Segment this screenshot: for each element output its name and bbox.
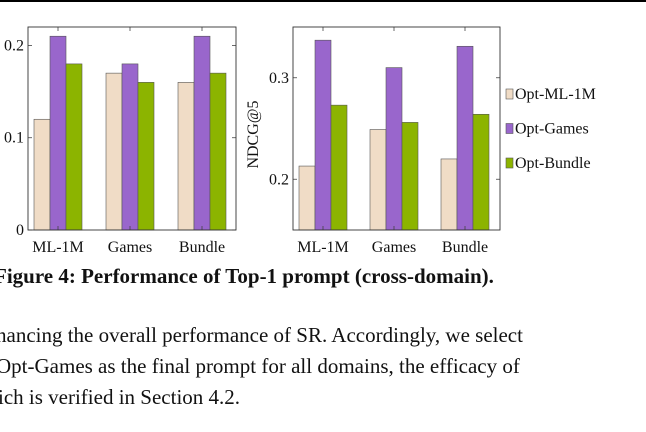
bar-games-opt-bundle: [137, 82, 155, 231]
x-tick-label: Bundle: [179, 239, 225, 256]
figure-caption: Figure 4: Performance of Top-1 prompt (c…: [0, 264, 494, 288]
axes-frame: [292, 26, 501, 231]
bar-ml-1m-opt-games: [49, 35, 67, 231]
bar-ml-1m-opt-ml-1m: [33, 118, 51, 231]
legend-swatch-opt-ml-1m: [505, 88, 514, 100]
x-tick-label: Bundle: [442, 239, 488, 256]
x-tick-label: Games: [108, 239, 152, 256]
top-rule: [0, 0, 646, 2]
bar-games-opt-games: [121, 63, 139, 231]
axes-frame: [27, 26, 237, 231]
bar-games-opt-ml-1m: [369, 129, 387, 231]
bar-ml-1m-opt-games: [314, 39, 332, 231]
figure-4: ML-1M Games Bundle 0 0.1 0.2 ML-1M Games Bundle…: [4, 26, 596, 256]
legend-swatch-opt-bundle: [505, 157, 514, 169]
chart-right: ML-1M Games Bundle 0.2 0.3 NDCG@5: [245, 26, 501, 256]
body-line-3: ich is verified in Section 4.2.: [0, 385, 241, 409]
legend-label: Opt-Bundle: [515, 155, 591, 172]
bar-games-opt-bundle: [401, 122, 419, 231]
bar-bundle-opt-bundle: [209, 72, 227, 231]
body-line-1: hancing the overall performance of SR. A…: [0, 323, 523, 347]
bar-bundle-opt-games: [456, 45, 474, 231]
legend-swatch-opt-games: [505, 123, 514, 134]
body-paragraph: hancing the overall performance of SR. A…: [0, 320, 646, 413]
bar-games-opt-games: [385, 67, 403, 231]
y-tick-label: 0.2: [4, 37, 24, 54]
legend-label: Opt-Games: [515, 121, 589, 138]
bar-games-opt-ml-1m: [105, 72, 123, 231]
bar-ml-1m-opt-ml-1m: [298, 165, 316, 231]
x-tick-label: ML-1M: [297, 239, 349, 256]
chart-left: ML-1M Games Bundle 0 0.1 0.2: [4, 26, 237, 256]
body-line-2: Opt-Games as the final prompt for all do…: [0, 354, 520, 378]
y-tick-label: 0.3: [269, 70, 289, 87]
bar-bundle-opt-games: [193, 35, 211, 231]
legend: Opt-ML-1M Opt-Games Opt-Bundle: [505, 86, 596, 172]
y-tick-label: 0: [16, 222, 24, 239]
y-tick-label: 0.2: [269, 171, 289, 188]
bar-bundle-opt-bundle: [472, 113, 490, 231]
y-axis-label: NDCG@5: [245, 100, 262, 168]
x-tick-label: ML-1M: [32, 239, 84, 256]
bar-bundle-opt-ml-1m: [440, 158, 458, 231]
y-tick-label: 0.1: [4, 130, 24, 147]
x-tick-label: Games: [372, 239, 416, 256]
legend-label: Opt-ML-1M: [515, 86, 596, 103]
bar-ml-1m-opt-bundle: [65, 63, 83, 231]
bar-bundle-opt-ml-1m: [177, 82, 195, 231]
bar-ml-1m-opt-bundle: [330, 104, 348, 231]
